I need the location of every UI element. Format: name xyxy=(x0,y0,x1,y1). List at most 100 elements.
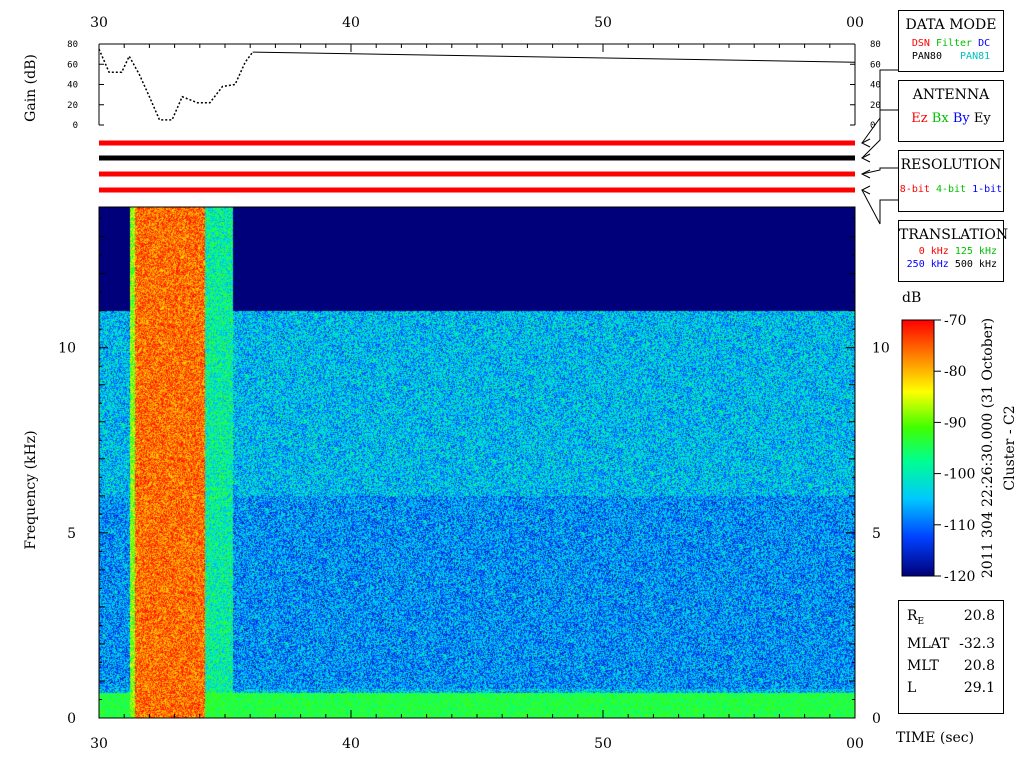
gain-axis-right: 0 20 40 60 80 xyxy=(850,40,881,131)
data-mode-dc: DC xyxy=(978,38,991,49)
gain-tick-label-right: 0 xyxy=(870,121,875,131)
mode-bar xyxy=(99,140,855,146)
frequency-axis-right: 0 5 10 xyxy=(846,217,890,727)
position-label-l: L xyxy=(907,679,917,696)
freq-tick-label-right: 5 xyxy=(872,526,881,542)
freq-tick-label-left: 5 xyxy=(67,526,76,542)
position-label-mlat: MLAT xyxy=(907,635,950,652)
data-mode-pan81: PAN81 xyxy=(960,51,991,62)
position-value-mlt: 20.8 xyxy=(963,657,995,674)
mode-bar xyxy=(99,187,855,193)
position-row-l: L 29.1 xyxy=(899,677,1003,699)
colorbar-tick-label: -90 xyxy=(944,415,967,431)
colorbar-tick-label: -110 xyxy=(944,518,975,534)
colorbar-unit: dB xyxy=(902,290,921,306)
translation-500khz: 500 kHz xyxy=(954,259,997,270)
colorbar-tick-label: -120 xyxy=(944,569,975,585)
translation-250khz: 250 kHz xyxy=(906,259,949,270)
antenna-ez: Ez xyxy=(911,111,928,126)
gain-tick-label-left: 80 xyxy=(67,40,78,50)
time-tick-label-top: 30 xyxy=(90,15,108,31)
resolution-4bit: 4-bit xyxy=(935,184,967,195)
translation-box: TRANSLATION 0 kHz 125 kHz 250 kHz 500 kH… xyxy=(898,220,1009,282)
position-row-mlt: MLT 20.8 xyxy=(899,655,1003,677)
gain-tick-label-left: 0 xyxy=(73,121,78,131)
spectrogram-canvas xyxy=(99,207,855,718)
translation-title: TRANSLATION xyxy=(899,227,1009,243)
gain-tick-label-left: 20 xyxy=(67,101,78,111)
gain-tick-label-right: 20 xyxy=(870,101,881,111)
connector-arrow xyxy=(860,138,871,148)
translation-125khz: 125 kHz xyxy=(954,246,997,257)
position-label-mlt: MLT xyxy=(907,657,939,674)
position-box: RE 20.8 MLAT -32.3 MLT 20.8 L 29.1 xyxy=(898,600,1004,714)
position-value-mlat: -32.3 xyxy=(959,635,995,652)
antenna-by: By xyxy=(952,111,970,126)
freq-tick-label-left: 0 xyxy=(67,711,76,727)
spectrogram xyxy=(98,206,856,719)
gain-tick-label-right: 80 xyxy=(870,40,881,50)
freq-tick-label-left: 10 xyxy=(58,341,76,357)
gain-tick-label-right: 60 xyxy=(870,60,881,70)
time-tick-label-bottom: 00 xyxy=(846,736,864,752)
time-tick-label-top: 40 xyxy=(342,15,360,31)
data-mode-box: DATA MODE DSN Filter DC PAN80 PAN81 xyxy=(898,10,1004,72)
colorbar-ticks: -70 -80 -90 -100 -110 -120 xyxy=(934,313,975,585)
colorbar: dB -70 -80 -90 -100 -110 -120 xyxy=(901,290,975,585)
time-label: TIME (sec) xyxy=(896,730,974,746)
connector-line xyxy=(861,69,898,144)
gain-tick-label-left: 60 xyxy=(67,60,78,70)
mode-bar xyxy=(99,155,855,161)
data-mode-title: DATA MODE xyxy=(905,17,997,33)
gain-tick-label-left: 40 xyxy=(67,81,78,91)
mode-bar xyxy=(99,171,855,177)
frequency-ylabel: Frequency (kHz) xyxy=(23,430,39,549)
spacecraft-caption: Cluster - C2 xyxy=(1002,405,1018,490)
gain-line-solid xyxy=(252,51,856,63)
connector-arrow xyxy=(860,153,871,163)
time-tick-label-top: 50 xyxy=(594,15,612,31)
connector-arrow xyxy=(860,185,871,195)
connector-arrow xyxy=(860,169,871,179)
resolution-title: RESOLUTION xyxy=(900,157,1002,173)
colorbar-tick-label: -100 xyxy=(944,467,975,483)
time-tick-label-bottom: 30 xyxy=(90,736,108,752)
resolution-box: RESOLUTION 8-bit 4-bit 1-bit xyxy=(898,150,1004,212)
time-tick-label-top: 00 xyxy=(846,15,864,31)
date-caption: 2011 304 22:26:30.000 (31 October) xyxy=(980,318,996,578)
antenna-title: ANTENNA xyxy=(912,87,990,103)
resolution-1bit: 1-bit xyxy=(972,184,1003,195)
colorbar-tick-label: -70 xyxy=(944,313,967,329)
position-value-re: 20.8 xyxy=(963,608,995,624)
freq-tick-label-right: 10 xyxy=(872,341,890,357)
connector-line xyxy=(861,167,898,175)
colorbar-gradient xyxy=(901,319,935,577)
time-axis-top: 30 40 50 00 xyxy=(90,15,864,52)
data-mode-filter: Filter xyxy=(935,38,973,49)
position-sub-re: E xyxy=(917,616,925,627)
resolution-8bit: 8-bit xyxy=(899,184,930,195)
gain-ylabel: Gain (dB) xyxy=(23,54,39,122)
translation-0khz: 0 kHz xyxy=(918,246,949,257)
antenna-box: ANTENNA Ez Bx By Ey xyxy=(898,80,1004,142)
gain-axis-left: 0 20 40 60 80 xyxy=(67,40,104,131)
colorbar-tick-label: -80 xyxy=(944,364,967,380)
time-tick-label-bottom: 50 xyxy=(594,736,612,752)
antenna-ey: Ey xyxy=(973,111,991,126)
mode-bars xyxy=(99,140,855,193)
position-label-re: R xyxy=(907,608,918,624)
frequency-axis-left: 0 5 10 xyxy=(58,217,108,727)
connector-line xyxy=(861,109,898,159)
position-row-re: RE 20.8 xyxy=(899,605,1003,633)
time-axis-bottom: 30 40 50 00 xyxy=(90,710,864,752)
box-connectors xyxy=(860,69,898,225)
gain-panel: 0 20 40 60 80 0 20 40 60 80 xyxy=(67,40,881,131)
position-row-mlat: MLAT -32.3 xyxy=(899,633,1003,655)
data-mode-pan80: PAN80 xyxy=(911,51,942,62)
time-tick-label-bottom: 40 xyxy=(342,736,360,752)
position-value-l: 29.1 xyxy=(963,679,995,696)
data-mode-dsn: DSN xyxy=(911,38,930,49)
antenna-bx: Bx xyxy=(931,111,949,126)
connector-line xyxy=(861,189,898,225)
